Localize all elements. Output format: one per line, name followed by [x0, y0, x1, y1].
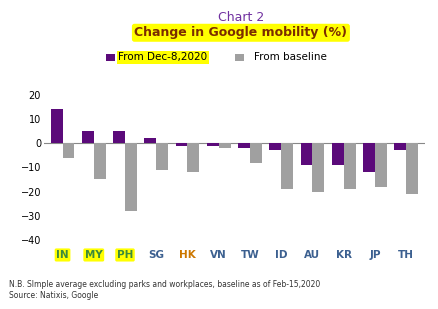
Bar: [187, 143, 199, 172]
Bar: [394, 143, 406, 150]
Bar: [236, 54, 244, 61]
Bar: [375, 143, 387, 187]
Bar: [332, 143, 344, 165]
Bar: [63, 143, 74, 158]
Bar: [300, 143, 312, 165]
Text: Change in Google mobility (%): Change in Google mobility (%): [134, 26, 347, 39]
Text: N.B. SImple average excluding parks and workplaces, baseline as of Feb-15,2020
S: N.B. SImple average excluding parks and …: [9, 280, 320, 300]
Bar: [176, 143, 187, 146]
Bar: [269, 143, 281, 150]
Bar: [82, 131, 94, 143]
Bar: [94, 143, 106, 180]
Bar: [219, 143, 230, 148]
Text: From baseline: From baseline: [254, 52, 327, 62]
Bar: [406, 143, 418, 194]
Bar: [145, 138, 156, 143]
Bar: [156, 143, 168, 170]
Bar: [312, 143, 324, 192]
Bar: [344, 143, 356, 189]
Text: Chart 2: Chart 2: [218, 11, 264, 24]
Text: From Dec-8,2020: From Dec-8,2020: [118, 52, 207, 62]
Bar: [207, 143, 219, 146]
Bar: [363, 143, 375, 172]
Bar: [250, 143, 262, 163]
Bar: [125, 143, 137, 211]
Bar: [113, 131, 125, 143]
Bar: [51, 109, 63, 143]
Bar: [281, 143, 293, 189]
Bar: [106, 54, 115, 61]
Bar: [238, 143, 250, 148]
